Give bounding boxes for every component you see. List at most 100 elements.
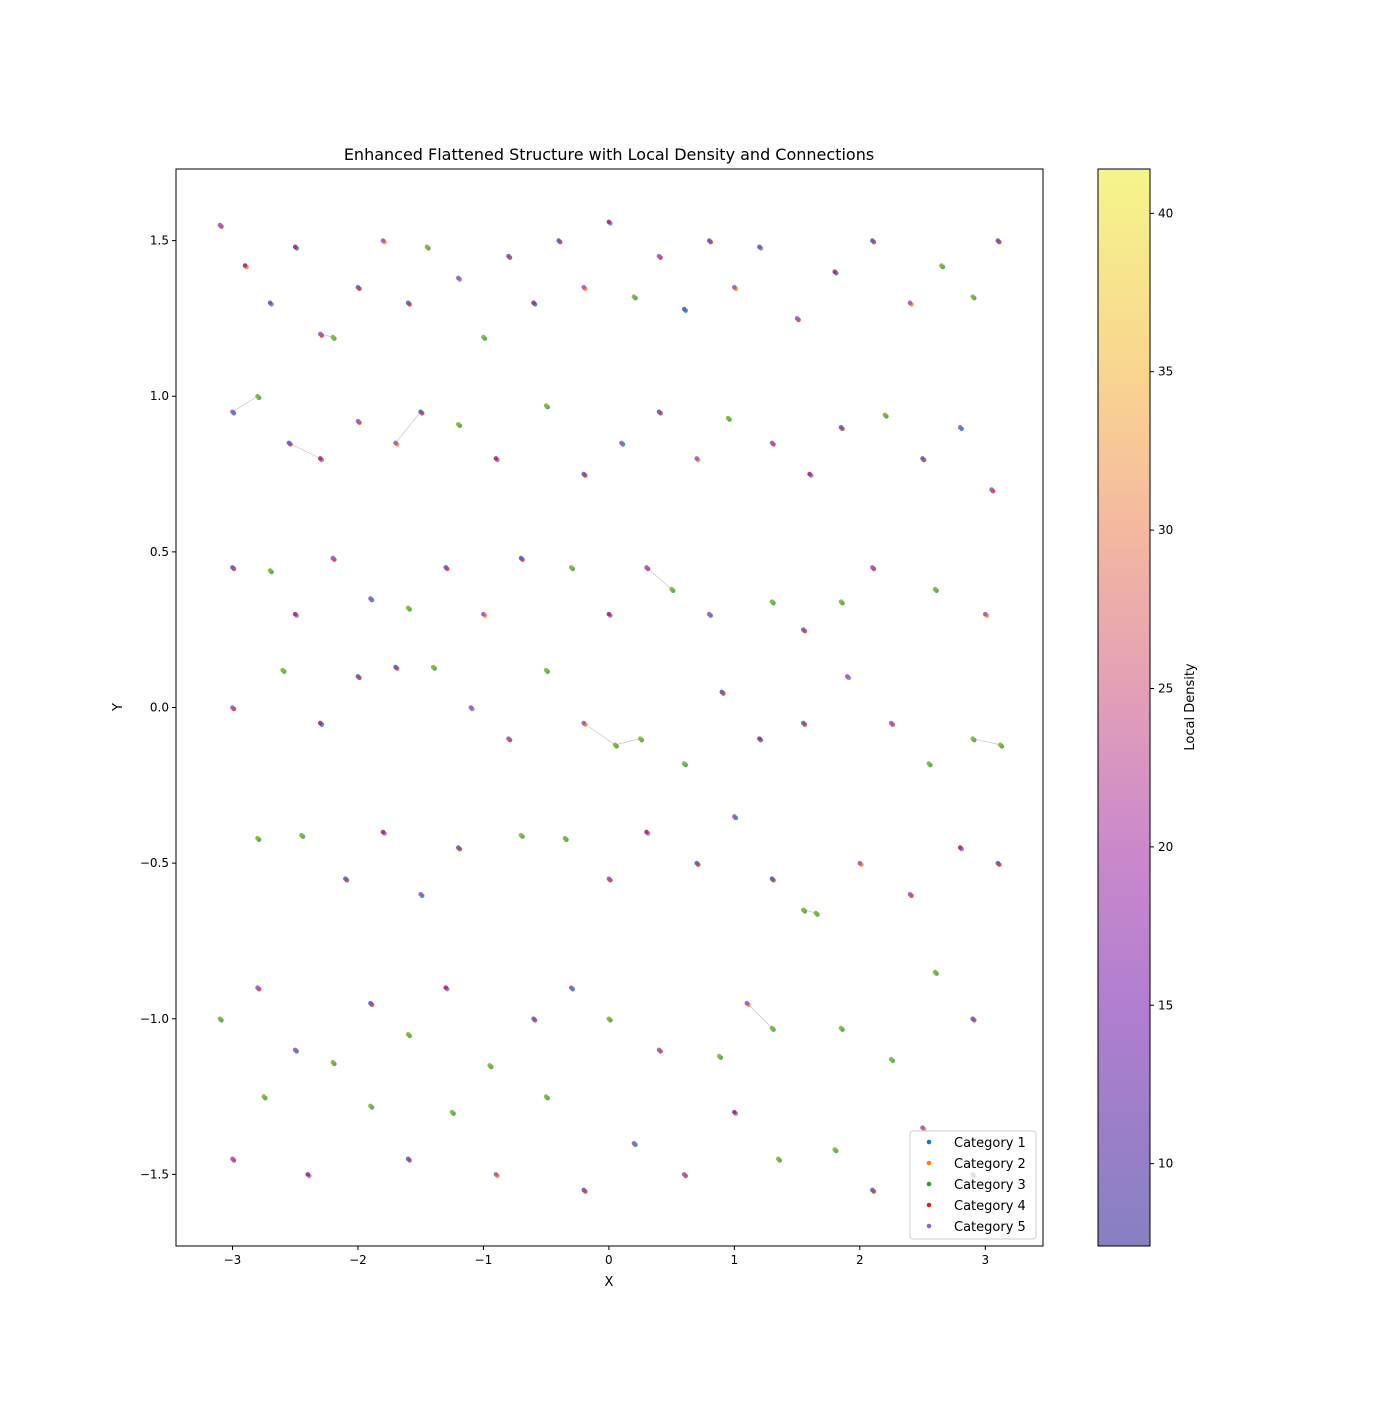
density-point bbox=[807, 471, 812, 477]
density-point bbox=[870, 565, 875, 570]
colorbar-tick-label: 25 bbox=[1158, 681, 1173, 695]
density-point bbox=[292, 611, 298, 617]
density-point bbox=[330, 334, 336, 340]
connection-line bbox=[972, 738, 1001, 746]
density-point bbox=[631, 1140, 637, 1146]
legend-marker bbox=[926, 1202, 932, 1208]
density-point bbox=[644, 829, 649, 835]
density-point bbox=[481, 334, 486, 340]
y-tick-label: 0.5 bbox=[150, 545, 169, 559]
density-point bbox=[317, 331, 323, 337]
density-point bbox=[380, 238, 386, 243]
density-point bbox=[832, 269, 838, 275]
density-point bbox=[543, 1094, 549, 1099]
density-point bbox=[932, 969, 938, 975]
density-point bbox=[970, 1016, 976, 1022]
plot-frame bbox=[175, 168, 1044, 1247]
colorbar-tick-label: 40 bbox=[1158, 206, 1173, 220]
colorbar: 10 15 20 25 30 35 40 Local Density bbox=[1097, 168, 1198, 1247]
connection-line bbox=[746, 1002, 773, 1029]
density-point bbox=[418, 891, 423, 897]
density-point bbox=[267, 300, 273, 306]
y-tick-label: 0.0 bbox=[150, 701, 169, 715]
density-point bbox=[694, 456, 700, 461]
density-point bbox=[330, 555, 336, 561]
density-point bbox=[716, 1053, 722, 1059]
y-tick-label: −0.5 bbox=[140, 856, 169, 870]
density-point bbox=[998, 742, 1003, 748]
connection-line bbox=[646, 567, 672, 590]
x-tick-label: 0 bbox=[605, 1253, 613, 1267]
density-point bbox=[261, 1094, 267, 1099]
density-point bbox=[982, 611, 988, 617]
density-point bbox=[481, 611, 486, 617]
density-point bbox=[543, 667, 549, 673]
density-point bbox=[468, 705, 474, 710]
density-point bbox=[531, 1016, 536, 1022]
x-tick-label: 2 bbox=[856, 1253, 864, 1267]
density-point bbox=[405, 1156, 411, 1162]
colorbar-tick-label: 10 bbox=[1158, 1157, 1173, 1171]
legend-marker bbox=[926, 1181, 932, 1187]
density-point bbox=[568, 565, 574, 570]
y-axis-label: Y bbox=[111, 703, 126, 712]
connection-line bbox=[232, 395, 258, 413]
legend-marker bbox=[926, 1223, 932, 1229]
density-point bbox=[368, 1103, 373, 1109]
density-point bbox=[757, 244, 762, 250]
density-point bbox=[957, 845, 963, 850]
density-point bbox=[556, 238, 561, 243]
chart-title: Enhanced Flattened Structure with Local … bbox=[344, 145, 874, 164]
density-point bbox=[355, 284, 361, 290]
density-point bbox=[920, 1125, 925, 1131]
x-tick-label: −3 bbox=[224, 1253, 242, 1267]
density-point bbox=[706, 611, 712, 617]
density-point bbox=[230, 1156, 235, 1162]
density-point bbox=[493, 456, 499, 461]
density-point bbox=[418, 409, 423, 415]
density-point bbox=[794, 316, 800, 321]
colorbar-tick-label: 15 bbox=[1158, 998, 1173, 1012]
connection-line bbox=[615, 738, 641, 746]
density-point bbox=[606, 1016, 612, 1022]
density-point bbox=[844, 674, 850, 679]
legend-box bbox=[909, 1130, 1037, 1240]
density-point bbox=[299, 832, 304, 838]
x-tick-label: −1 bbox=[475, 1253, 493, 1267]
density-point bbox=[656, 1047, 662, 1053]
density-point bbox=[957, 425, 963, 430]
legend-label: Category 4 bbox=[954, 1199, 1026, 1214]
density-point bbox=[606, 611, 612, 617]
density-point bbox=[681, 1172, 687, 1177]
density-point bbox=[606, 219, 612, 225]
density-point bbox=[242, 263, 248, 268]
x-tick-label: 3 bbox=[981, 1253, 989, 1267]
density-point bbox=[280, 667, 285, 673]
density-point bbox=[838, 425, 844, 430]
density-point bbox=[393, 440, 398, 446]
density-point bbox=[330, 1060, 336, 1065]
density-point bbox=[405, 605, 411, 611]
connection-line bbox=[288, 442, 321, 459]
density-point bbox=[637, 736, 643, 741]
colorbar-label: Local Density bbox=[1183, 663, 1198, 751]
density-point bbox=[838, 599, 844, 604]
density-point bbox=[656, 253, 662, 259]
density-point bbox=[518, 832, 524, 838]
density-point bbox=[456, 275, 461, 281]
density-point bbox=[989, 487, 994, 492]
density-point bbox=[562, 835, 568, 841]
connection-line bbox=[395, 411, 421, 444]
density-point bbox=[380, 829, 386, 835]
density-point bbox=[694, 860, 700, 866]
density-point bbox=[393, 664, 398, 670]
density-point bbox=[506, 736, 511, 741]
density-point bbox=[832, 1147, 838, 1152]
connection-line bbox=[583, 722, 616, 746]
density-point bbox=[932, 586, 938, 592]
density-point bbox=[870, 238, 875, 243]
density-point bbox=[769, 599, 775, 604]
density-point bbox=[581, 1187, 587, 1193]
density-point bbox=[744, 1000, 750, 1006]
